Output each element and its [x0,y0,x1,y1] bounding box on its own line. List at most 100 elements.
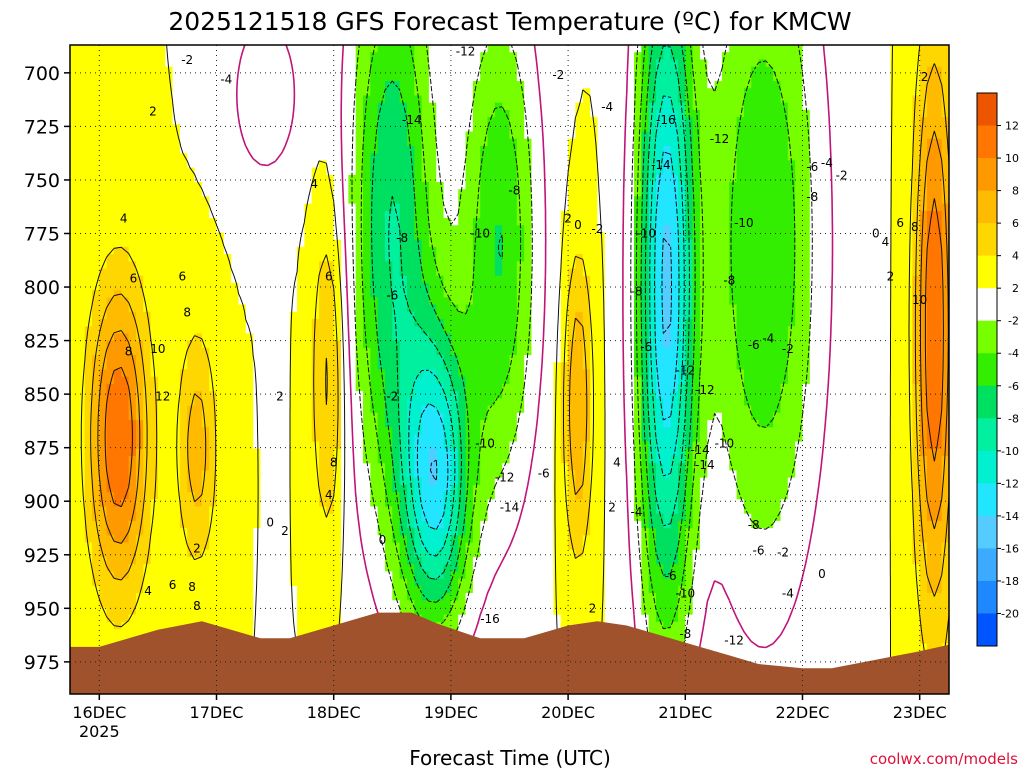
field-cell [597,45,606,53]
field-cell [927,81,935,89]
field-cell [465,189,474,198]
field-cell [692,131,701,140]
field-cell [516,124,525,133]
field-cell [604,131,613,140]
field-cell [282,45,291,53]
field-cell [927,261,935,270]
field-cell [751,326,760,335]
field-cell [875,282,884,291]
field-cell [890,326,899,335]
field-cell [135,131,144,140]
field-cell [106,45,115,53]
field-cell [934,88,943,97]
field-cell [919,59,928,68]
field-cell [861,109,870,118]
field-cell [795,326,804,335]
field-cell [707,189,716,198]
field-cell [531,167,540,176]
field-cell [223,203,232,212]
field-cell [436,246,445,255]
field-cell [428,218,437,226]
field-cell [846,102,855,111]
field-cell [311,102,320,111]
field-cell [275,59,284,68]
field-cell [626,73,635,82]
field-cell [414,282,423,291]
field-cell [414,268,423,277]
field-cell [77,319,86,327]
field-cell [231,333,240,342]
field-cell [282,131,291,140]
field-cell [333,45,342,53]
field-cell [692,95,701,104]
field-cell [289,174,298,183]
field-cell [348,174,357,183]
field-cell [201,145,210,154]
field-cell [377,239,386,248]
field-cell [260,225,269,234]
field-cell [392,297,401,306]
field-cell [245,138,254,147]
field-cell [399,311,408,320]
field-cell [333,333,342,342]
field-cell [897,174,906,183]
field-cell [568,210,577,219]
field-cell [384,304,393,313]
field-cell [685,225,694,234]
field-cell [341,210,349,219]
field-cell [721,239,730,248]
field-cell [699,153,708,161]
field-cell [377,304,386,313]
field-cell [428,326,437,335]
field-cell [868,254,877,262]
field-cell [172,268,181,277]
field-cell [714,326,723,335]
field-cell [677,246,686,255]
field-cell [84,340,93,349]
field-cell [370,145,379,154]
field-cell [209,109,218,118]
field-cell [157,311,166,320]
field-cell [421,174,430,183]
field-cell [84,189,93,198]
field-cell [919,66,928,75]
field-cell [135,304,144,313]
field-cell [333,196,342,205]
field-cell [172,138,181,147]
field-cell [326,225,335,234]
field-cell [135,88,144,97]
field-cell [612,66,620,75]
field-cell [253,189,262,198]
field-cell [238,290,247,298]
field-cell [363,340,371,349]
field-cell [502,59,511,68]
field-cell [560,88,569,97]
field-cell [421,160,430,169]
field-cell [699,297,708,306]
field-cell [663,182,672,190]
field-cell [641,304,650,313]
field-cell [231,239,240,248]
field-cell [868,174,877,183]
field-cell [216,254,225,262]
field-cell [582,174,591,183]
field-cell [809,138,818,147]
field-cell [253,124,262,133]
field-cell [436,311,445,320]
field-cell [546,225,555,234]
field-cell [648,66,657,75]
field-cell [319,52,327,61]
field-cell [685,189,694,198]
field-cell [121,326,130,335]
field-cell [912,326,921,335]
field-cell [231,196,240,205]
field-cell [531,109,540,118]
field-cell [319,239,327,248]
field-cell [91,182,100,190]
field-cell [502,246,511,255]
field-cell [516,275,525,284]
field-cell [692,174,701,183]
field-cell [260,45,269,53]
field-cell [194,304,203,313]
field-cell [897,268,906,277]
